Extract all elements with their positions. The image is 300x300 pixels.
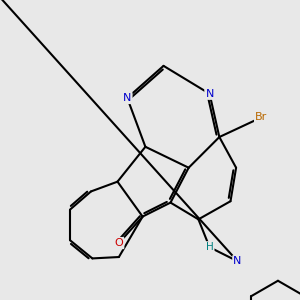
Text: N: N — [233, 256, 242, 266]
Text: H: H — [206, 242, 214, 252]
Text: N: N — [123, 93, 131, 103]
Text: Br: Br — [255, 112, 267, 122]
Text: N: N — [206, 89, 214, 99]
Text: O: O — [115, 238, 123, 248]
